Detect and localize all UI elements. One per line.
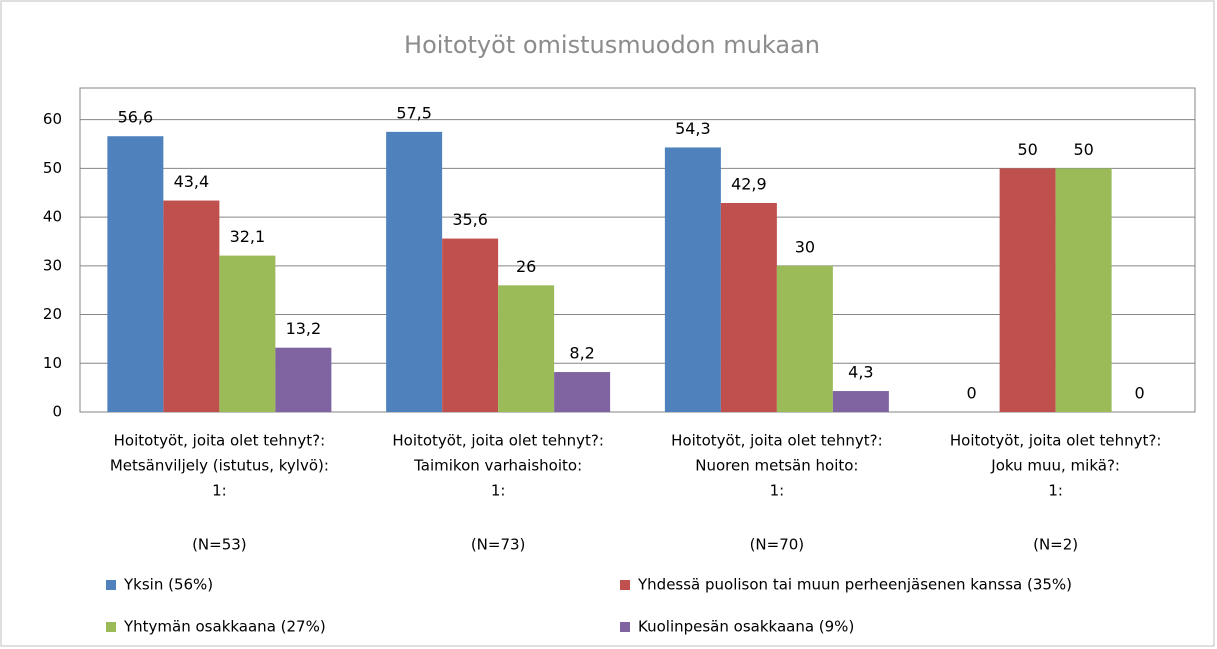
bar (163, 200, 220, 412)
legend-label: Yhdessä puolison tai muun perheenjäsenen… (637, 576, 1072, 594)
legend-swatch (106, 580, 116, 590)
bar (664, 147, 721, 412)
legend-label: Yksin (56%) (123, 576, 213, 594)
bar (275, 347, 332, 412)
x-tick-label: (N=70) (750, 536, 805, 554)
x-tick-label: 1: (212, 482, 227, 500)
x-tick-label: (N=53) (192, 536, 247, 554)
y-tick-label: 50 (43, 159, 62, 177)
value-label: 13,2 (286, 319, 322, 338)
value-label: 8,2 (569, 344, 594, 363)
y-tick-label: 0 (52, 403, 62, 421)
legend-swatch (620, 622, 630, 632)
x-tick-label: 1: (1048, 482, 1063, 500)
bar (219, 255, 276, 412)
bar (554, 372, 611, 412)
value-label: 4,3 (848, 363, 873, 382)
x-tick-label: 1: (770, 482, 785, 500)
legend-swatch (620, 580, 630, 590)
bar (832, 391, 889, 412)
bar (720, 202, 777, 412)
value-label: 32,1 (230, 227, 266, 246)
value-label: 30 (795, 237, 815, 256)
x-tick-label: Hoitotyöt, joita olet tehnyt?: (392, 432, 604, 450)
bar (1055, 168, 1112, 412)
y-tick-label: 40 (43, 208, 62, 226)
bar (498, 285, 555, 412)
y-tick-label: 10 (43, 354, 62, 372)
value-label: 50 (1073, 140, 1093, 159)
value-label: 42,9 (731, 174, 767, 193)
bar (442, 238, 499, 412)
x-tick-label: Hoitotyöt, joita olet tehnyt?: (114, 432, 326, 450)
x-tick-label: Joku muu, mikä?: (990, 457, 1120, 475)
x-tick-label: (N=2) (1033, 536, 1078, 554)
value-label: 54,3 (675, 119, 711, 138)
chart-title: Hoitotyöt omistusmuodon mukaan (404, 31, 820, 59)
bar (386, 131, 443, 413)
value-label: 26 (516, 257, 536, 276)
y-tick-label: 20 (43, 305, 62, 323)
legend-label: Kuolinpesän osakkaana (9%) (638, 618, 854, 636)
value-label: 50 (1017, 140, 1037, 159)
x-tick-label: Metsänviljely (istutus, kylvö): (110, 457, 329, 475)
legend-swatch (106, 622, 116, 632)
bar (107, 136, 164, 412)
value-label: 56,6 (118, 108, 154, 127)
legend-label: Yhtymän osakkaana (27%) (123, 618, 326, 636)
x-tick-label: Hoitotyöt, joita olet tehnyt?: (671, 432, 883, 450)
value-label: 43,4 (174, 172, 210, 191)
value-label: 35,6 (452, 210, 488, 229)
value-label: 0 (1135, 384, 1145, 403)
y-tick-label: 30 (43, 256, 62, 274)
value-label: 57,5 (396, 103, 432, 122)
x-tick-label: Hoitotyöt, joita olet tehnyt?: (950, 432, 1162, 450)
x-tick-label: (N=73) (471, 536, 526, 554)
x-tick-label: Nuoren metsän hoito: (695, 457, 858, 475)
bar (999, 168, 1056, 412)
x-tick-label: Taimikon varhaishoito: (413, 457, 582, 475)
bar (776, 265, 833, 412)
y-tick-label: 60 (43, 110, 62, 128)
x-tick-label: 1: (491, 482, 506, 500)
value-label: 0 (967, 384, 977, 403)
